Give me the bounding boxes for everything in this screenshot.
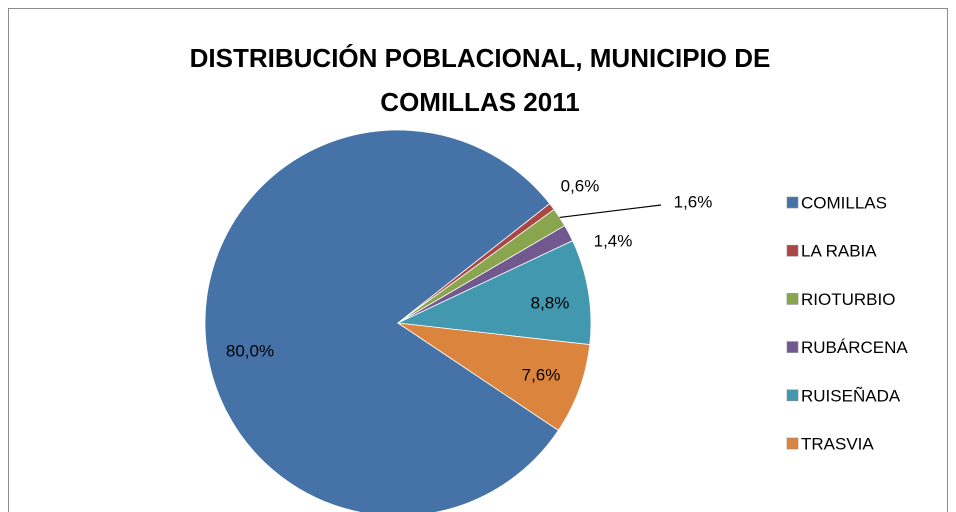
legend-label: RIOTURBIO	[801, 290, 895, 309]
legend-label: RUISEÑADA	[801, 386, 901, 405]
legend-swatch	[786, 244, 799, 257]
legend-label: COMILLAS	[801, 193, 887, 212]
data-label: 8,8%	[531, 293, 570, 312]
legend-label: RUBÁRCENA	[801, 338, 908, 357]
chart-title: DISTRIBUCIÓN POBLACIONAL, MUNICIPIO DE C…	[189, 43, 771, 117]
legend-swatch	[786, 293, 799, 305]
legend-label: TRASVIA	[801, 434, 874, 453]
data-label: 1,4%	[594, 231, 633, 250]
data-label: 0,6%	[561, 176, 600, 195]
data-label: 1,6%	[674, 192, 713, 211]
legend-swatch	[786, 437, 799, 450]
pie-slice	[204, 129, 559, 512]
data-label: 7,6%	[522, 365, 561, 384]
legend-swatch	[786, 196, 799, 209]
legend-swatch	[786, 389, 799, 402]
legend-swatch	[786, 341, 799, 353]
leader-line	[559, 204, 662, 219]
pie-slice	[396, 240, 592, 346]
legend-label: LA RABIA	[801, 242, 877, 261]
data-label: 80,0%	[226, 341, 274, 360]
pie-slice	[397, 322, 591, 431]
